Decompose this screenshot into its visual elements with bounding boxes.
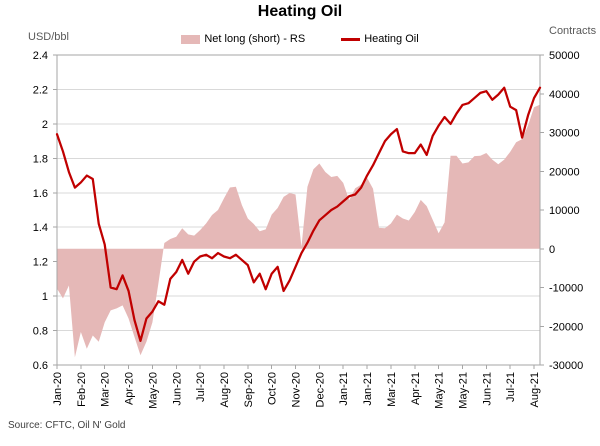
left-axis-tick-label: 1.4 xyxy=(33,222,48,234)
x-axis-tick-label: Nov-20 xyxy=(291,372,303,407)
x-axis-tick-label: Jun-20 xyxy=(171,372,183,406)
left-axis-tick-label: 2.4 xyxy=(33,50,48,62)
heating-oil-line-series xyxy=(55,86,542,343)
x-axis-tick-label: Dec-20 xyxy=(314,372,326,407)
x-axis-tick-label: Jan-20 xyxy=(52,372,64,406)
x-axis-tick-label: Feb-20 xyxy=(76,372,88,407)
netlong-area-series xyxy=(57,104,540,358)
x-axis-tick-label: Apr-21 xyxy=(410,372,422,405)
right-axis-tick-label: -20000 xyxy=(549,321,583,333)
x-axis-tick-label: Jul-20 xyxy=(195,372,207,402)
legend: Net long (short) - RS Heating Oil xyxy=(0,33,600,45)
x-axis-tick-label: Mar-20 xyxy=(100,372,112,407)
left-axis-tick-label: 2 xyxy=(42,119,48,131)
legend-label-netlong: Net long (short) - RS xyxy=(204,33,306,45)
right-axis-tick-label: 20000 xyxy=(549,166,580,178)
legend-item-heating-oil: Heating Oil xyxy=(341,33,419,45)
x-axis-tick-label: May-21 xyxy=(457,372,469,409)
x-axis-tick-label: Jul-21 xyxy=(505,372,517,402)
chart-title: Heating Oil xyxy=(257,3,343,20)
legend-label-heating-oil: Heating Oil xyxy=(364,33,419,45)
x-axis-tick-label: Apr-20 xyxy=(124,372,136,405)
source-note: Source: CFTC, Oil N' Gold xyxy=(8,420,126,431)
right-axis-unit-label: Contracts xyxy=(549,25,597,37)
x-axis-tick-label: Aug-21 xyxy=(529,372,541,407)
area-swatch-icon xyxy=(181,34,201,44)
x-axis-tick-label: Aug-20 xyxy=(219,372,231,407)
right-axis-tick-label: 10000 xyxy=(549,205,580,217)
left-axis-unit-label: USD/bbl xyxy=(28,31,69,43)
x-axis-tick-label: Mar-21 xyxy=(386,372,398,407)
x-axis-tick-label: Jun-21 xyxy=(481,372,493,406)
x-axis-tick-label: May-20 xyxy=(147,372,159,409)
x-axis-tick-label: Jan-21 xyxy=(338,372,350,406)
right-axis-tick-label: 50000 xyxy=(549,50,580,62)
left-axis-tick-label: 2.2 xyxy=(33,84,48,96)
line-swatch-icon xyxy=(341,37,361,41)
left-axis-tick-label: 1.8 xyxy=(33,153,48,165)
x-axis-tick-label: Oct-20 xyxy=(267,372,279,405)
legend-item-netlong: Net long (short) - RS xyxy=(181,33,305,45)
left-axis-tick-label: 0.6 xyxy=(33,360,48,372)
x-axis-tick-label: May-21 xyxy=(434,372,446,409)
right-axis-tick-label: -10000 xyxy=(549,283,583,295)
right-axis-tick-label: 30000 xyxy=(549,128,580,140)
left-axis-tick-label: 0.8 xyxy=(33,326,48,338)
left-axis-tick-label: 1.6 xyxy=(33,188,48,200)
right-axis-tick-label: -30000 xyxy=(549,360,583,372)
x-axis-tick-label: Sep-20 xyxy=(243,372,255,407)
left-axis-tick-label: 1 xyxy=(42,291,48,303)
right-axis-tick-label: 40000 xyxy=(549,89,580,101)
right-axis-tick-label: 0 xyxy=(549,244,555,256)
x-axis-tick-label: Jan-21 xyxy=(362,372,374,406)
left-axis-tick-label: 1.2 xyxy=(33,257,48,269)
